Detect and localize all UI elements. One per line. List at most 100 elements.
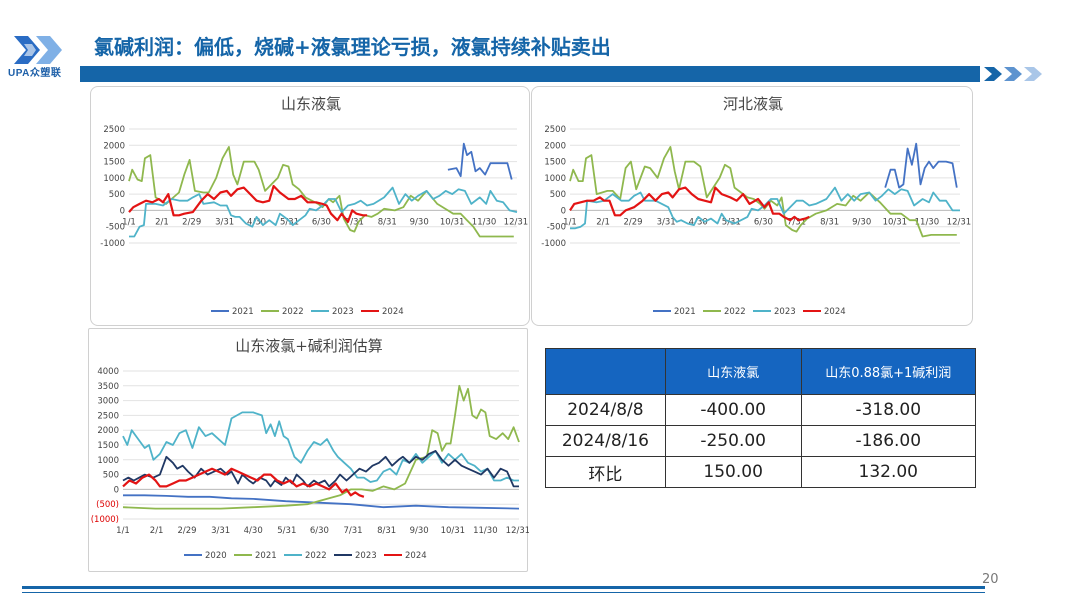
series-line-2020 bbox=[123, 494, 520, 510]
y-tick-label: 3500 bbox=[97, 382, 119, 392]
legend-label: 2020 bbox=[205, 551, 227, 561]
y-tick-label: 1500 bbox=[103, 158, 125, 168]
y-tick-label: 2500 bbox=[103, 125, 125, 135]
x-tick-label: 11/30 bbox=[915, 217, 940, 227]
y-tick-label: 0 bbox=[114, 485, 119, 495]
x-tick-label: 7/31 bbox=[343, 526, 362, 536]
table-cell: -250.00 bbox=[664, 425, 802, 457]
y-tick-label: -1000 bbox=[100, 239, 125, 249]
y-tick-label: 3000 bbox=[97, 397, 119, 407]
y-tick-label: 2500 bbox=[97, 411, 119, 421]
x-tick-label: 11/30 bbox=[473, 526, 498, 536]
footer-divider-thin bbox=[22, 592, 985, 593]
y-tick-label: 500 bbox=[103, 471, 119, 481]
y-tick-label: 1000 bbox=[544, 174, 566, 184]
legend-label: 2024 bbox=[382, 307, 404, 317]
x-tick-label: 2/29 bbox=[177, 526, 196, 536]
y-tick-label: 500 bbox=[550, 190, 566, 200]
y-tick-label: 500 bbox=[109, 190, 125, 200]
y-tick-label: 2000 bbox=[103, 141, 125, 151]
profit-comparison-table: 山东液氯 山东0.88氯+1碱利润 2024/8/8 -400.00 -318.… bbox=[545, 348, 976, 488]
x-tick-label: 8/31 bbox=[377, 526, 396, 536]
legend-label: 2022 bbox=[282, 307, 304, 317]
legend-label: 2022 bbox=[305, 551, 327, 561]
x-tick-label: 4/30 bbox=[244, 526, 263, 536]
chart-shandong-liquid-chlorine: 山东液氯 -1000 -500 0 500 1000 1500 2000 2500 1/1 2/1 2… bbox=[90, 86, 530, 326]
x-tick-label: 2/1 bbox=[596, 217, 610, 227]
x-tick-label: 10/31 bbox=[441, 526, 466, 536]
x-tick-label: 12/31 bbox=[504, 217, 529, 227]
x-tick-label: 4/30 bbox=[689, 217, 708, 227]
y-tick-label: 2500 bbox=[544, 125, 566, 135]
table-header-row: 山东液氯 山东0.88氯+1碱利润 bbox=[545, 348, 976, 395]
chart-title: 山东液氯 bbox=[281, 95, 341, 113]
page-number: 20 bbox=[982, 572, 999, 587]
table-cell: 2024/8/16 bbox=[545, 425, 666, 457]
title-divider bbox=[80, 66, 980, 82]
legend-label: 2024 bbox=[824, 307, 846, 317]
footer-divider bbox=[22, 586, 985, 589]
brand-logo-icon bbox=[14, 36, 62, 64]
table-cell: -400.00 bbox=[664, 394, 802, 426]
series-line-2023 bbox=[122, 450, 519, 488]
series-line-2023 bbox=[570, 186, 960, 230]
series-line-2022 bbox=[569, 146, 957, 238]
series-line-2024 bbox=[122, 467, 365, 498]
x-tick-label: 8/31 bbox=[820, 217, 839, 227]
y-tick-label: 1500 bbox=[544, 158, 566, 168]
y-tick-label: 0 bbox=[120, 206, 125, 216]
y-tick-label: -1000 bbox=[541, 239, 566, 249]
legend-label: 2023 bbox=[774, 307, 796, 317]
x-tick-label: 6/30 bbox=[754, 217, 773, 227]
y-tick-label: 1500 bbox=[97, 441, 119, 451]
series-line-2021 bbox=[122, 384, 520, 510]
x-tick-label: 8/31 bbox=[378, 217, 397, 227]
series-line-2022 bbox=[122, 411, 519, 483]
chart-hebei-liquid-chlorine: 河北液氯 -1000 -500 0 500 1000 1500 2000 2500 1/1 2/1 2… bbox=[531, 86, 973, 326]
y-tick-label: -500 bbox=[106, 223, 125, 233]
x-tick-label: 4/30 bbox=[247, 217, 266, 227]
x-tick-label: 7/31 bbox=[345, 217, 364, 227]
x-tick-label: 3/31 bbox=[211, 526, 230, 536]
series-line-2024 bbox=[128, 184, 368, 223]
x-tick-label: 1/1 bbox=[563, 217, 577, 227]
legend-label: 2024 bbox=[405, 551, 427, 561]
table-row: 环比 150.00 132.00 bbox=[545, 456, 976, 488]
series-line-2024 bbox=[569, 186, 810, 222]
legend-label: 2023 bbox=[332, 307, 354, 317]
y-tick-label: 1000 bbox=[103, 174, 125, 184]
y-tick-label: (1000) bbox=[91, 515, 119, 525]
page-title: 氯碱利润：偏低，烧碱+液氯理论亏损，液氯持续补贴卖出 bbox=[94, 35, 611, 59]
y-tick-label: 0 bbox=[561, 206, 566, 216]
series-line-2023 bbox=[129, 186, 518, 238]
legend-label: 2023 bbox=[355, 551, 377, 561]
legend-label: 2021 bbox=[232, 307, 254, 317]
table-header-cell bbox=[545, 348, 666, 395]
x-tick-label: 3/31 bbox=[215, 217, 234, 227]
x-tick-label: 2/29 bbox=[623, 217, 642, 227]
chart-title: 山东液氯+碱利润估算 bbox=[235, 337, 383, 355]
x-tick-label: 10/31 bbox=[440, 217, 465, 227]
table-cell: -186.00 bbox=[800, 425, 976, 457]
legend-label: 2021 bbox=[674, 307, 696, 317]
x-tick-label: 2/1 bbox=[155, 217, 169, 227]
chart-chlor-alkali-profit-estimate: 山东液氯+碱利润估算 (1000) (500) 0 500 1000 1500 2000 250… bbox=[88, 328, 529, 572]
x-tick-label: 9/30 bbox=[410, 217, 429, 227]
x-tick-label: 2/1 bbox=[150, 526, 164, 536]
series-line-2021 bbox=[884, 142, 958, 189]
table-cell: 132.00 bbox=[800, 456, 976, 488]
chevron-right-icon bbox=[984, 67, 1042, 81]
x-tick-label: 3/31 bbox=[657, 217, 676, 227]
table-row: 2024/8/8 -400.00 -318.00 bbox=[545, 394, 976, 426]
x-tick-label: 11/30 bbox=[472, 217, 497, 227]
x-tick-label: 9/30 bbox=[410, 526, 429, 536]
x-tick-label: 7/31 bbox=[787, 217, 806, 227]
table-cell: 环比 bbox=[545, 456, 666, 488]
x-tick-label: 5/31 bbox=[277, 526, 296, 536]
table-cell: 150.00 bbox=[664, 456, 802, 488]
chart-sd-svg: 山东液氯 -1000 -500 0 500 1000 1500 2000 2500 1/1 2/1 2… bbox=[100, 95, 529, 317]
x-tick-label: 10/31 bbox=[883, 217, 908, 227]
table-header-cell: 山东液氯 bbox=[664, 348, 802, 395]
table-row: 2024/8/16 -250.00 -186.00 bbox=[545, 425, 976, 457]
table-cell: -318.00 bbox=[800, 394, 976, 426]
